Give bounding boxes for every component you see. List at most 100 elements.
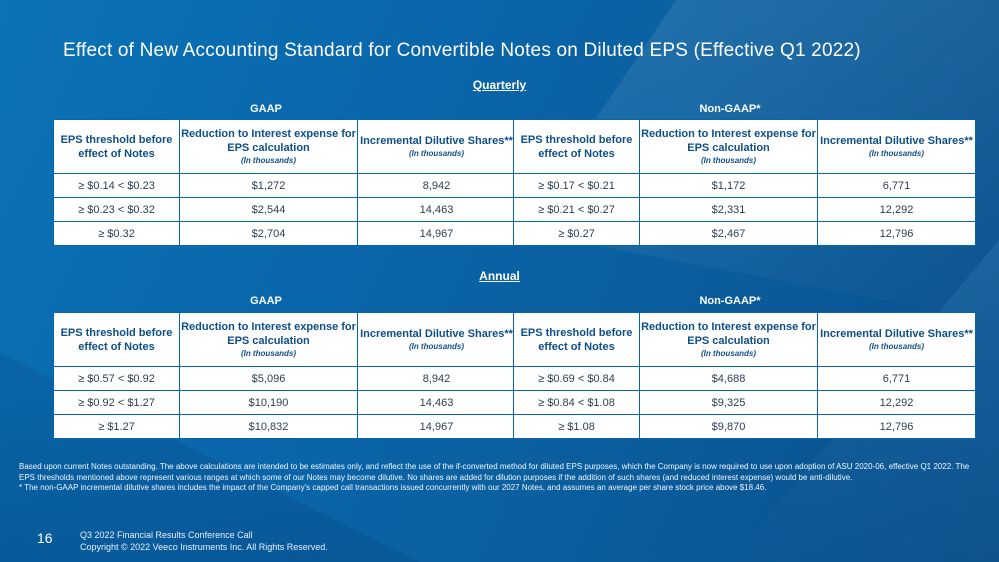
interest-reduction-cell: $2,544: [179, 197, 358, 222]
column-header: Reduction to Interest expense for EPS ca…: [179, 119, 358, 174]
footer-event: Q3 2022 Financial Results Conference Cal…: [80, 530, 253, 540]
interest-reduction-cell: $5,096: [179, 366, 358, 391]
interest-reduction-cell: $9,870: [639, 414, 818, 439]
eps-threshold-cell: ≥ $0.14 < $0.23: [53, 173, 180, 198]
column-header: EPS threshold before effect of Notes: [513, 119, 640, 174]
dilutive-shares-cell: 12,796: [817, 414, 976, 439]
eps-threshold-cell: ≥ $0.57 < $0.92: [53, 366, 180, 391]
eps-threshold-cell: ≥ $0.23 < $0.32: [53, 197, 180, 222]
table-header-row: EPS threshold before effect of Notes Red…: [53, 312, 516, 367]
table-row: ≥ $0.57 < $0.92 $5,096 8,942: [53, 366, 516, 391]
header-text: Incremental Dilutive Shares**: [820, 135, 973, 147]
table-row: ≥ $0.21 < $0.27 $2,331 12,292: [513, 197, 976, 222]
header-text: EPS threshold before effect of Notes: [60, 326, 173, 353]
table-row: ≥ $0.32 $2,704 14,967: [53, 221, 516, 246]
column-header: EPS threshold before effect of Notes: [513, 312, 640, 367]
table-row: ≥ $0.92 < $1.27 $10,190 14,463: [53, 390, 516, 415]
header-text: EPS threshold before effect of Notes: [520, 326, 633, 353]
interest-reduction-cell: $9,325: [639, 390, 818, 415]
table-row: ≥ $0.23 < $0.32 $2,544 14,463: [53, 197, 516, 222]
interest-reduction-cell: $4,688: [639, 366, 818, 391]
column-header: Reduction to Interest expense for EPS ca…: [179, 312, 358, 367]
interest-reduction-cell: $1,172: [639, 173, 818, 198]
eps-threshold-cell: ≥ $0.21 < $0.27: [513, 197, 640, 222]
group-label-nongaap: Non-GAAP*: [699, 295, 761, 307]
group-label-gaap: GAAP: [250, 103, 282, 115]
dilutive-shares-cell: 14,463: [357, 390, 516, 415]
header-unit: (In thousands): [868, 342, 925, 351]
footnote-nongaap: * The non-GAAP incremental dilutive shar…: [19, 483, 767, 492]
column-header: EPS threshold before effect of Notes: [53, 119, 180, 174]
footer-copyright: Copyright © 2022 Veeco Instruments Inc. …: [80, 542, 328, 552]
eps-threshold-cell: ≥ $0.92 < $1.27: [53, 390, 180, 415]
header-text: Incremental Dilutive Shares**: [360, 135, 513, 147]
eps-threshold-cell: ≥ $0.84 < $1.08: [513, 390, 640, 415]
column-header: Incremental Dilutive Shares** (In thousan…: [357, 119, 516, 174]
header-text: Reduction to Interest expense for EPS ca…: [641, 321, 816, 347]
header-unit: (In thousands): [700, 156, 757, 165]
table-row: ≥ $1.27 $10,832 14,967: [53, 414, 516, 439]
header-text: EPS threshold before effect of Notes: [60, 133, 173, 160]
dilutive-shares-cell: 6,771: [817, 366, 976, 391]
quarterly-nongaap-table: EPS threshold before effect of Notes Red…: [513, 119, 976, 246]
eps-threshold-cell: ≥ $0.32: [53, 221, 180, 246]
footer: Q3 2022 Financial Results Conference Cal…: [80, 529, 328, 553]
interest-reduction-cell: $2,467: [639, 221, 818, 246]
slide-title: Effect of New Accounting Standard for Co…: [63, 40, 861, 61]
header-unit: (In thousands): [240, 349, 297, 358]
interest-reduction-cell: $10,832: [179, 414, 358, 439]
eps-threshold-cell: ≥ $0.27: [513, 221, 640, 246]
group-label-gaap: GAAP: [250, 295, 282, 307]
table-row: ≥ $1.08 $9,870 12,796: [513, 414, 976, 439]
footnotes: Based upon current Notes outstanding. Th…: [19, 462, 984, 494]
dilutive-shares-cell: 12,292: [817, 197, 976, 222]
annual-nongaap-table: EPS threshold before effect of Notes Red…: [513, 312, 976, 439]
eps-threshold-cell: ≥ $1.27: [53, 414, 180, 439]
header-unit: (In thousands): [700, 349, 757, 358]
section-label-quarterly: Quarterly: [472, 78, 527, 92]
section-label-annual: Annual: [479, 269, 520, 283]
eps-threshold-cell: ≥ $0.69 < $0.84: [513, 366, 640, 391]
header-unit: (In thousands): [408, 149, 465, 158]
table-row: ≥ $0.14 < $0.23 $1,272 8,942: [53, 173, 516, 198]
header-unit: (In thousands): [868, 149, 925, 158]
interest-reduction-cell: $10,190: [179, 390, 358, 415]
column-header: Incremental Dilutive Shares** (In thousan…: [357, 312, 516, 367]
column-header: EPS threshold before effect of Notes: [53, 312, 180, 367]
quarterly-gaap-table: EPS threshold before effect of Notes Red…: [53, 119, 516, 246]
eps-threshold-cell: ≥ $0.17 < $0.21: [513, 173, 640, 198]
header-text: Reduction to Interest expense for EPS ca…: [181, 321, 356, 347]
eps-threshold-cell: ≥ $1.08: [513, 414, 640, 439]
dilutive-shares-cell: 6,771: [817, 173, 976, 198]
interest-reduction-cell: $1,272: [179, 173, 358, 198]
column-header: Incremental Dilutive Shares** (In thousan…: [817, 119, 976, 174]
table-header-row: EPS threshold before effect of Notes Red…: [53, 119, 516, 174]
dilutive-shares-cell: 14,967: [357, 414, 516, 439]
dilutive-shares-cell: 8,942: [357, 366, 516, 391]
group-label-nongaap: Non-GAAP*: [699, 103, 761, 115]
header-text: Incremental Dilutive Shares**: [820, 328, 973, 340]
table-row: ≥ $0.84 < $1.08 $9,325 12,292: [513, 390, 976, 415]
table-header-row: EPS threshold before effect of Notes Red…: [513, 119, 976, 174]
table-row: ≥ $0.69 < $0.84 $4,688 6,771: [513, 366, 976, 391]
dilutive-shares-cell: 14,967: [357, 221, 516, 246]
footnote-estimates: Based upon current Notes outstanding. Th…: [19, 462, 970, 482]
dilutive-shares-cell: 12,292: [817, 390, 976, 415]
header-text: EPS threshold before effect of Notes: [520, 133, 633, 160]
column-header: Incremental Dilutive Shares** (In thousan…: [817, 312, 976, 367]
column-header: Reduction to Interest expense for EPS ca…: [639, 312, 818, 367]
header-unit: (In thousands): [240, 156, 297, 165]
header-text: Incremental Dilutive Shares**: [360, 328, 513, 340]
header-unit: (In thousands): [408, 342, 465, 351]
table-header-row: EPS threshold before effect of Notes Red…: [513, 312, 976, 367]
dilutive-shares-cell: 8,942: [357, 173, 516, 198]
column-header: Reduction to Interest expense for EPS ca…: [639, 119, 818, 174]
annual-gaap-table: EPS threshold before effect of Notes Red…: [53, 312, 516, 439]
dilutive-shares-cell: 14,463: [357, 197, 516, 222]
header-text: Reduction to Interest expense for EPS ca…: [181, 128, 356, 154]
interest-reduction-cell: $2,704: [179, 221, 358, 246]
header-text: Reduction to Interest expense for EPS ca…: [641, 128, 816, 154]
interest-reduction-cell: $2,331: [639, 197, 818, 222]
dilutive-shares-cell: 12,796: [817, 221, 976, 246]
page-number: 16: [37, 530, 53, 546]
